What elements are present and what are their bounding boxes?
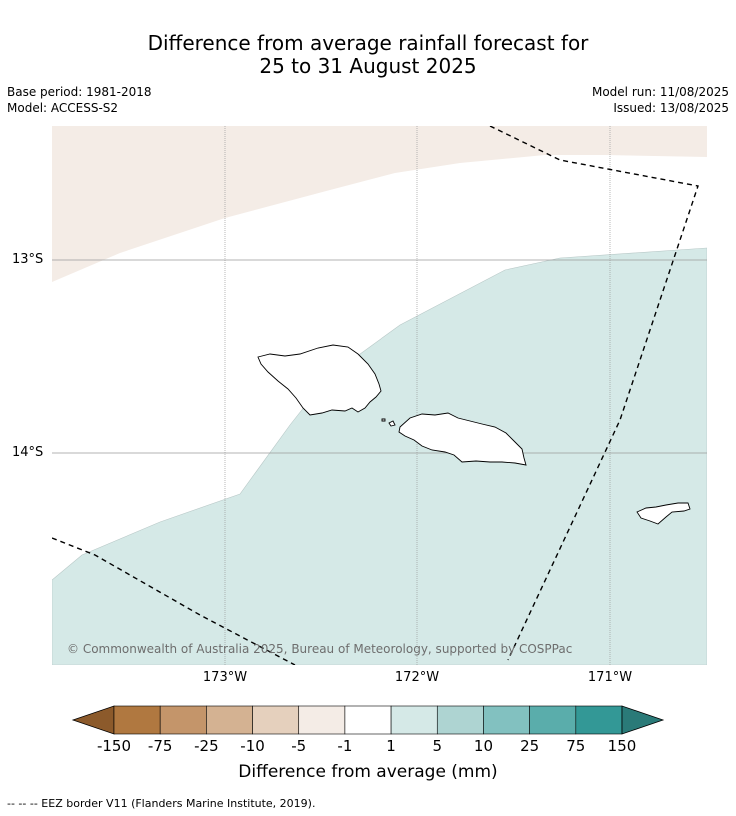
island-manono — [388, 420, 396, 427]
colorbar-extension-high — [621, 705, 665, 735]
colorbar-tick-label: 25 — [520, 737, 540, 755]
island-tutuila — [636, 502, 691, 525]
colorbar-tick-label: 150 — [607, 737, 637, 755]
eez-border — [52, 126, 699, 665]
colorbar-segment — [159, 705, 207, 735]
colorbar-segment — [344, 705, 392, 735]
colorbar-segment — [436, 705, 484, 735]
rainfall-region-above-average — [52, 247, 707, 665]
colorbar-tick-label: -5 — [291, 737, 307, 755]
model-name: Model: ACCESS-S2 — [7, 101, 119, 115]
colorbar-segment — [206, 705, 253, 735]
latitude-label-14s: 14°S — [12, 445, 44, 460]
eez-footnote: -- -- -- EEZ border V11 (Flanders Marine… — [7, 797, 316, 810]
longitude-label-172w: 172°W — [394, 670, 440, 685]
map-title-line-2: 25 to 31 August 2025 — [259, 54, 477, 78]
colorbar-tick-label: 75 — [566, 737, 586, 755]
colorbar-tick-label: -75 — [147, 737, 173, 755]
island-savaii — [257, 344, 382, 416]
colorbar-tick-label: 10 — [473, 737, 493, 755]
island-apolima — [381, 418, 386, 422]
colorbar-segment — [390, 705, 438, 735]
colorbar-tick-label: -150 — [96, 737, 132, 755]
colorbar-tick-label: 1 — [386, 737, 396, 755]
colorbar-tick-label: 5 — [432, 737, 443, 755]
colorbar-segment — [298, 705, 346, 735]
issued-date: Issued: 13/08/2025 — [613, 101, 729, 115]
colorbar-label: Difference from average (mm) — [238, 762, 498, 782]
colorbar-extension-low — [71, 705, 115, 735]
colorbar-segment — [529, 705, 577, 735]
colorbar-tick-label: -1 — [337, 737, 353, 755]
islands — [257, 344, 691, 525]
colorbar — [71, 705, 665, 735]
colorbar-segment — [483, 705, 530, 735]
rainfall-region-below-average — [52, 126, 707, 282]
base-period: Base period: 1981-2018 — [7, 85, 152, 99]
copyright-notice: © Commonwealth of Australia 2025, Bureau… — [67, 642, 573, 656]
longitude-label-173w: 173°W — [202, 670, 248, 685]
colorbar-segment — [252, 705, 300, 735]
colorbar-tick-label: -10 — [240, 737, 265, 755]
graticule — [52, 126, 707, 665]
colorbar-segment — [113, 705, 161, 735]
island-upolu — [398, 412, 527, 466]
colorbar-segment — [575, 705, 623, 735]
latitude-label-13s: 13°S — [12, 252, 44, 267]
model-run: Model run: 11/08/2025 — [591, 85, 729, 99]
map-title-line-1: Difference from average rainfall forecas… — [147, 31, 589, 55]
longitude-label-171w: 171°W — [587, 670, 633, 685]
colorbar-tick-label: -25 — [194, 737, 219, 755]
